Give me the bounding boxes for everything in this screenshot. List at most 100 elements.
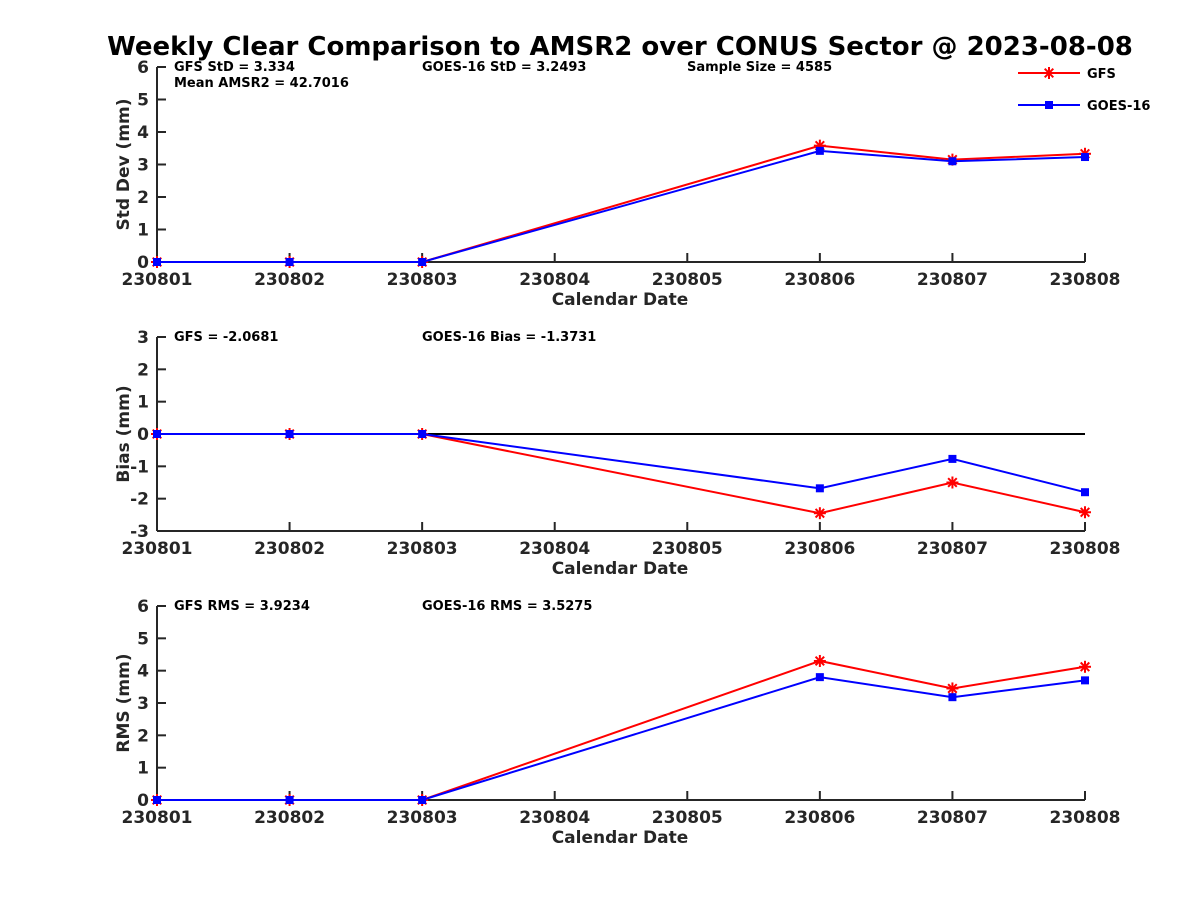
y-tick-label: 5: [137, 91, 149, 111]
x-tick-label: 230804: [519, 539, 590, 559]
y-axis-label: Std Dev (mm): [114, 98, 134, 230]
chart-panel-1: 0 1 2 3 4 5 6 230801 230802 230803 230804 230805 230…: [114, 58, 1120, 310]
x-tick-label: 230808: [1050, 808, 1121, 828]
data-point-goes-16: [285, 430, 294, 438]
data-point-goes-16: [1081, 488, 1089, 497]
x-tick-label: 230807: [917, 808, 988, 828]
data-point-gfs: [813, 654, 826, 667]
y-tick-label: 4: [137, 662, 149, 682]
y-tick-label: 5: [137, 629, 149, 649]
series-line-gfs: [157, 433, 1086, 515]
x-tick-label: 230803: [387, 539, 458, 559]
x-tick-label: 230807: [917, 270, 988, 290]
x-tick-label: 230804: [519, 808, 590, 828]
legend-marker: [1043, 67, 1055, 79]
marker-stroke: [1079, 507, 1091, 518]
data-point-goes-16: [418, 258, 427, 266]
y-tick-label: 2: [137, 360, 149, 380]
x-axis-label: Calendar Date: [552, 828, 689, 848]
data-point-goes-16: [153, 796, 161, 804]
x-tick-label: 230801: [122, 539, 193, 559]
y-tick-label: 1: [137, 759, 149, 779]
marker-stroke: [814, 508, 825, 519]
y-tick-label: -1: [130, 457, 149, 477]
legend-marker: [1045, 101, 1053, 109]
data-point-goes-16: [285, 796, 294, 804]
x-tick-label: 230805: [652, 808, 723, 828]
series-line-gfs: [157, 659, 1086, 801]
chart-title: Weekly Clear Comparison to AMSR2 over CO…: [107, 32, 1133, 62]
y-tick-label: 0: [137, 791, 149, 811]
x-axis-label: Calendar Date: [552, 559, 689, 579]
series-line-goes-16: [157, 433, 1086, 494]
stat-annotation: GFS StD = 3.334: [174, 60, 295, 75]
y-tick-label: 3: [137, 694, 149, 714]
x-tick-label: 230806: [784, 808, 855, 828]
y-tick-label: -3: [130, 522, 149, 542]
series-line-gfs: [157, 144, 1086, 263]
y-axis-label: RMS (mm): [114, 653, 134, 752]
x-tick-label: 230806: [784, 539, 855, 559]
x-tick-label: 230806: [784, 270, 855, 290]
y-tick-label: 0: [137, 253, 149, 273]
y-tick-label: 2: [137, 726, 149, 746]
y-tick-label: 1: [137, 393, 149, 413]
y-tick-label: 3: [137, 328, 149, 348]
data-point-gfs: [1079, 660, 1091, 673]
data-point-goes-16: [153, 430, 161, 438]
x-tick-label: 230802: [254, 539, 325, 559]
marker-stroke: [1079, 661, 1091, 672]
y-tick-label: -2: [130, 490, 149, 510]
y-tick-label: 0: [137, 425, 149, 445]
data-point-goes-16: [418, 430, 427, 438]
y-tick-label: 6: [137, 58, 149, 78]
stat-annotation: GFS = -2.0681: [174, 330, 278, 345]
legend-label: GOES-16: [1087, 99, 1150, 114]
y-tick-label: 3: [137, 156, 149, 176]
x-axis-label: Calendar Date: [552, 290, 689, 310]
y-axis-label: Bias (mm): [114, 385, 134, 482]
data-point-goes-16: [815, 673, 824, 682]
x-tick-label: 230803: [387, 808, 458, 828]
data-point-goes-16: [1081, 153, 1089, 162]
data-point-goes-16: [948, 693, 957, 702]
data-point-goes-16: [1081, 676, 1089, 685]
marker-stroke: [1043, 67, 1055, 79]
chart-panel-3: 0 1 2 3 4 5 6 230801 230802 230803 230804 230805 230…: [114, 597, 1120, 848]
x-tick-label: 230801: [122, 808, 193, 828]
chart-legend: GFS GOES-16: [1018, 67, 1150, 114]
y-tick-label: 1: [137, 221, 149, 241]
x-tick-label: 230805: [652, 270, 723, 290]
data-point-goes-16: [948, 454, 957, 463]
legend-item-goes-16: GOES-16: [1018, 99, 1150, 114]
data-point-gfs: [946, 682, 959, 695]
legend-item-gfs: GFS: [1018, 67, 1116, 82]
series-line-goes-16: [157, 676, 1086, 801]
stat-annotation: Mean AMSR2 = 42.7016: [174, 76, 349, 91]
x-tick-label: 230804: [519, 270, 590, 290]
stat-annotation: GOES-16 Bias = -1.3731: [422, 330, 596, 345]
y-tick-label: 6: [137, 597, 149, 617]
data-point-goes-16: [815, 484, 824, 493]
x-tick-label: 230802: [254, 270, 325, 290]
x-tick-label: 230805: [652, 539, 723, 559]
data-point-goes-16: [418, 796, 427, 804]
x-tick-label: 230808: [1050, 539, 1121, 559]
data-point-gfs: [1079, 506, 1091, 519]
x-tick-label: 230801: [122, 270, 193, 290]
x-tick-label: 230807: [917, 539, 988, 559]
marker-stroke: [947, 477, 958, 488]
data-point-gfs: [813, 507, 826, 520]
x-tick-label: 230808: [1050, 270, 1121, 290]
stat-annotation: GOES-16 StD = 3.2493: [422, 60, 586, 75]
legend-label: GFS: [1087, 67, 1116, 82]
y-tick-label: 4: [137, 123, 149, 143]
data-point-goes-16: [285, 258, 294, 266]
x-tick-label: 230803: [387, 270, 458, 290]
x-tick-label: 230802: [254, 808, 325, 828]
data-point-goes-16: [948, 157, 957, 166]
data-point-gfs: [946, 476, 959, 489]
stat-annotation: GOES-16 RMS = 3.5275: [422, 599, 592, 614]
